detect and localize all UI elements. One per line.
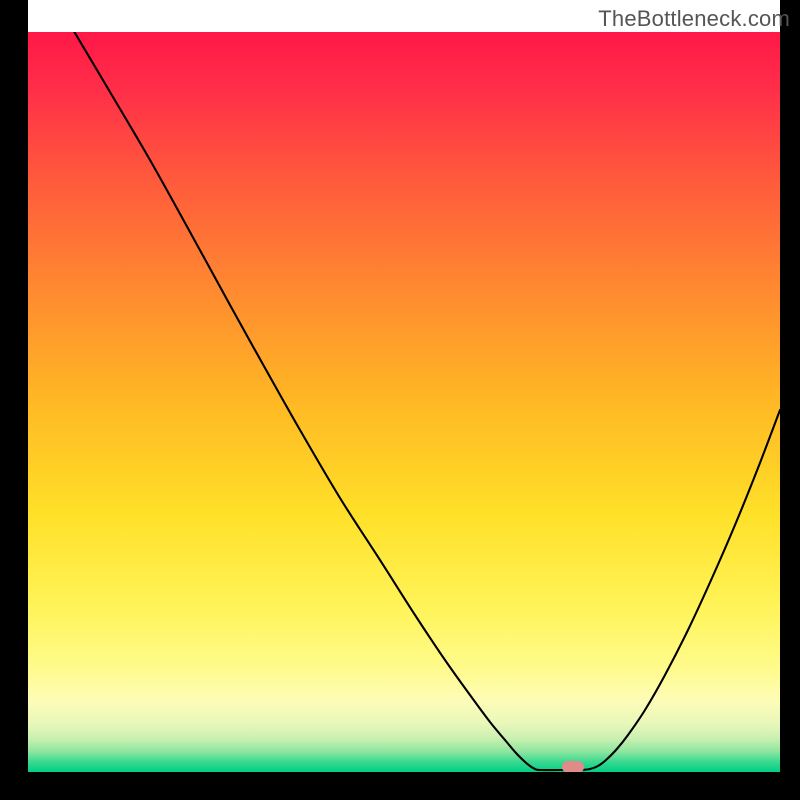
frame-left (0, 0, 28, 800)
optimum-marker (562, 761, 584, 773)
frame-right (780, 0, 800, 800)
frame-bottom (0, 772, 800, 800)
chart-svg (0, 0, 800, 800)
watermark-text: TheBottleneck.com (598, 6, 790, 32)
chart-stage: TheBottleneck.com (0, 0, 800, 800)
